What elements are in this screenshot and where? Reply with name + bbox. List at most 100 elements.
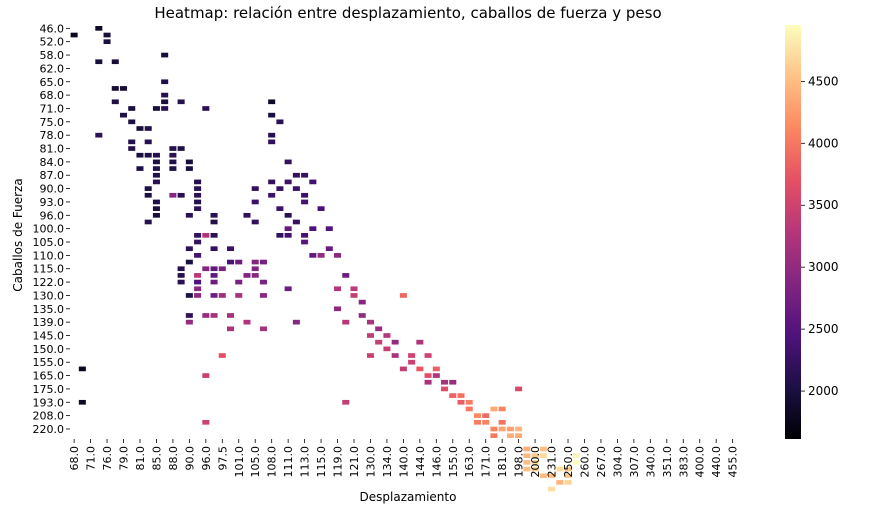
heatmap-cell bbox=[490, 433, 498, 438]
heatmap-cell bbox=[473, 413, 481, 418]
heatmap-cell bbox=[128, 146, 136, 151]
x-tick-label: 155.0 bbox=[447, 446, 460, 478]
heatmap-cell bbox=[556, 480, 564, 485]
heatmap-cell bbox=[482, 413, 490, 418]
heatmap-cell bbox=[169, 166, 177, 171]
y-tick-label: 93.0 bbox=[40, 196, 65, 209]
heatmap-cell bbox=[119, 112, 128, 118]
heatmap-cell bbox=[408, 353, 416, 358]
heatmap-cell bbox=[432, 366, 440, 372]
heatmap-cell bbox=[103, 39, 111, 45]
heatmap-cell bbox=[235, 293, 243, 298]
heatmap-cell bbox=[210, 212, 218, 218]
heatmap-cell bbox=[531, 460, 539, 465]
heatmap-cell bbox=[202, 233, 210, 238]
heatmap-cell bbox=[375, 339, 383, 345]
heatmap-cell bbox=[152, 152, 160, 158]
heatmap-cell bbox=[515, 386, 523, 392]
y-tick-label: 139.0 bbox=[33, 316, 65, 329]
chart-title: Heatmap: relación entre desplazamiento, … bbox=[154, 4, 661, 22]
heatmap-cell bbox=[441, 379, 449, 385]
heatmap-cell bbox=[111, 86, 119, 91]
heatmap-cell bbox=[210, 233, 218, 238]
heatmap-cell bbox=[194, 279, 202, 285]
heatmap-cell bbox=[235, 259, 243, 265]
colorbar-tick-label: 2500 bbox=[808, 322, 839, 336]
heatmap-cell bbox=[473, 419, 481, 425]
x-tick-label: 440.0 bbox=[710, 446, 723, 478]
y-tick-labels: 46.052.058.062.065.068.071.075.078.081.0… bbox=[33, 22, 70, 436]
heatmap-cell bbox=[161, 79, 169, 85]
heatmap-cell bbox=[317, 253, 325, 258]
x-tick-label: 181.0 bbox=[496, 446, 509, 478]
x-tick-label: 144.0 bbox=[414, 446, 427, 478]
heatmap-cell bbox=[210, 273, 218, 278]
heatmap-cell bbox=[251, 273, 259, 278]
y-tick-label: 46.0 bbox=[40, 22, 65, 35]
heatmap-cells bbox=[70, 26, 580, 492]
heatmap-cell bbox=[366, 353, 374, 358]
heatmap-cell bbox=[194, 286, 202, 292]
heatmap-cell bbox=[111, 59, 119, 65]
x-tick-label: 307.0 bbox=[628, 446, 641, 478]
heatmap-cell bbox=[416, 366, 424, 372]
y-tick-label: 71.0 bbox=[40, 102, 65, 115]
x-tick-label: 97.5 bbox=[216, 446, 229, 471]
heatmap-cell bbox=[194, 192, 202, 198]
x-tick-label: 304.0 bbox=[611, 446, 624, 478]
heatmap-cell bbox=[177, 192, 185, 198]
heatmap-cell bbox=[350, 286, 358, 292]
heatmap-cell bbox=[210, 279, 218, 285]
heatmap-cell bbox=[490, 426, 498, 432]
heatmap-cell bbox=[227, 259, 235, 265]
heatmap-cell bbox=[342, 399, 350, 405]
colorbar-tick-label: 4500 bbox=[808, 74, 839, 88]
x-tick-label: 340.0 bbox=[644, 446, 657, 478]
heatmap-cell bbox=[284, 226, 292, 231]
heatmap-cell bbox=[515, 433, 523, 438]
x-tick-label: 171.0 bbox=[480, 446, 493, 478]
heatmap-cell bbox=[185, 212, 193, 218]
y-tick-label: 75.0 bbox=[40, 116, 65, 129]
heatmap-cell bbox=[185, 319, 193, 325]
colorbar-ticks: 2000 2500 3000 3500 4000 4500 bbox=[801, 74, 839, 398]
x-tick-label: 81.0 bbox=[134, 446, 147, 471]
x-tick-label: 231.0 bbox=[546, 446, 559, 478]
heatmap-cell bbox=[342, 319, 350, 325]
heatmap-cell bbox=[177, 146, 185, 151]
heatmap-cell bbox=[185, 313, 193, 318]
y-tick-label: 62.0 bbox=[40, 62, 65, 75]
heatmap-cell bbox=[259, 326, 267, 332]
x-axis-label: Desplazamiento bbox=[360, 490, 457, 504]
y-tick-label: 130.0 bbox=[33, 289, 65, 302]
heatmap-cell bbox=[424, 373, 432, 378]
heatmap-cell bbox=[350, 293, 358, 298]
heatmap-cell bbox=[490, 406, 498, 412]
heatmap-cell bbox=[169, 159, 177, 165]
heatmap-cell bbox=[432, 373, 440, 378]
heatmap-cell bbox=[103, 32, 111, 38]
y-tick-label: 90.0 bbox=[40, 183, 65, 196]
heatmap-cell bbox=[194, 206, 202, 211]
heatmap-cell bbox=[152, 199, 160, 205]
heatmap-cell bbox=[227, 246, 235, 252]
heatmap-cell bbox=[539, 446, 547, 452]
heatmap-cell bbox=[383, 333, 391, 338]
heatmap-cell bbox=[523, 460, 531, 465]
heatmap-cell bbox=[144, 192, 152, 198]
heatmap-cell bbox=[301, 239, 309, 245]
heatmap-cell bbox=[194, 186, 202, 191]
x-tick-label: 121.0 bbox=[348, 446, 361, 478]
heatmap-cell bbox=[449, 379, 457, 385]
y-tick-label: 100.0 bbox=[33, 223, 65, 236]
heatmap-cell bbox=[177, 279, 185, 285]
heatmap-cell bbox=[391, 353, 399, 358]
x-tick-label: 250.0 bbox=[562, 446, 575, 478]
x-tick-label: 88.0 bbox=[167, 446, 180, 471]
y-tick-label: 105.0 bbox=[33, 236, 65, 249]
heatmap-cell bbox=[531, 453, 539, 459]
x-tick-label: 163.0 bbox=[463, 446, 476, 478]
heatmap-cell bbox=[284, 212, 292, 218]
heatmap-cell bbox=[259, 279, 267, 285]
heatmap-cell bbox=[227, 313, 235, 318]
